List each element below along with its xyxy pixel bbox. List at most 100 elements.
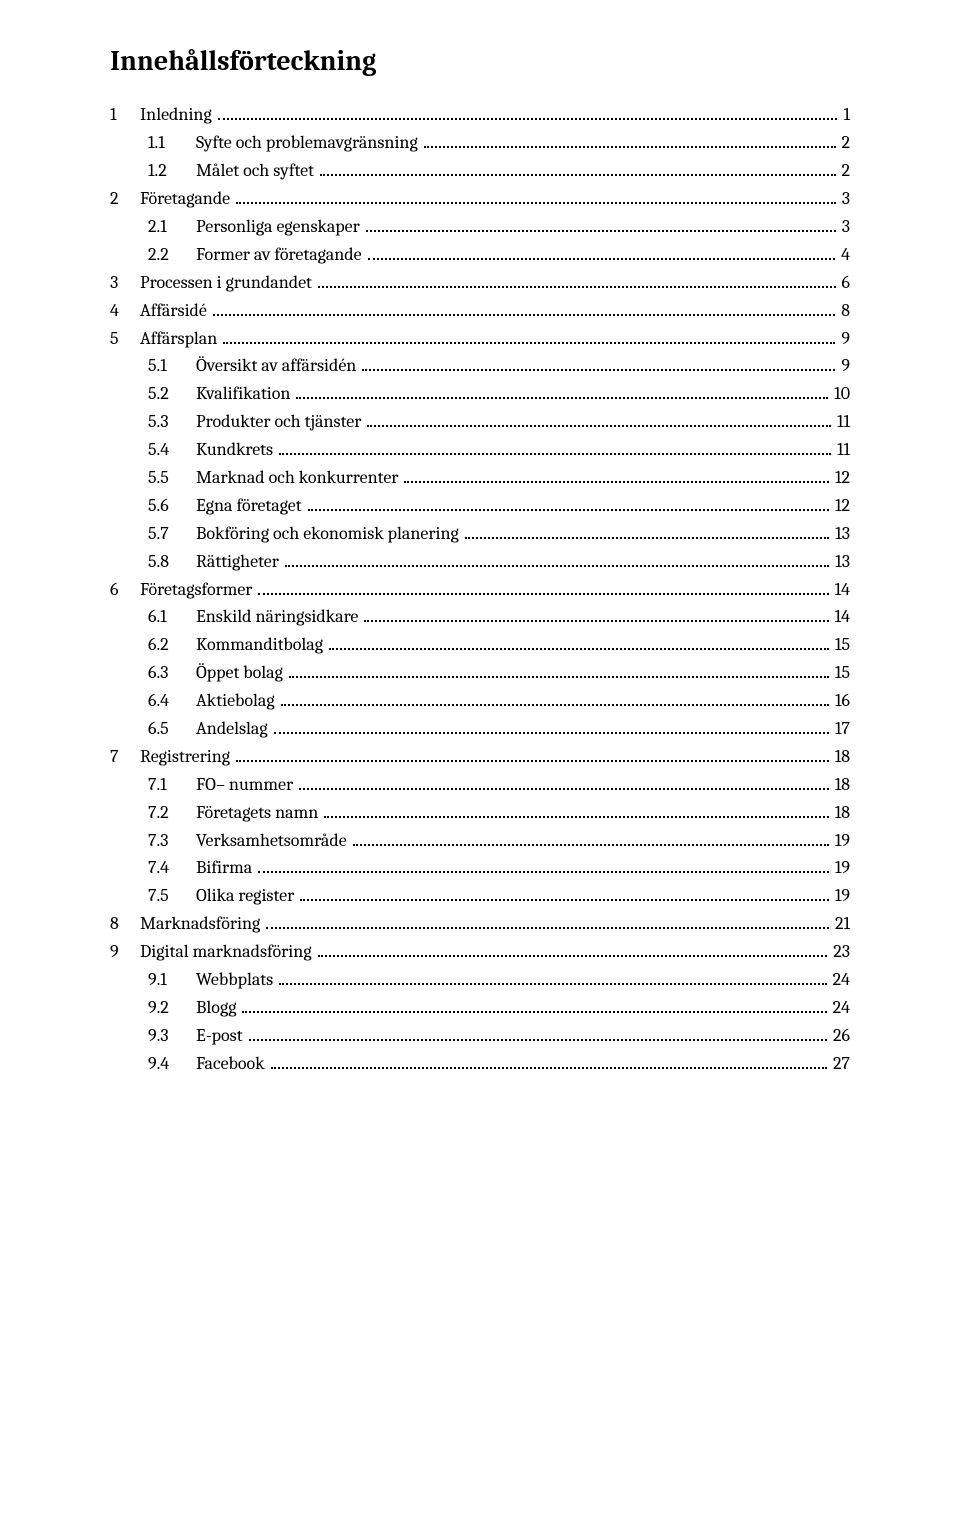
toc-leader-dots [300,889,829,901]
toc-leader-dots [308,499,829,511]
toc-entry: 7.1FO– nummer18 [110,771,850,799]
toc-entry-label: Inledning [136,101,212,129]
toc-entry-number: 9 [110,938,136,966]
toc-entry: 9.4Facebook 27 [110,1050,850,1078]
toc-entry-number: 1 [110,101,136,129]
toc-entry-page: 16 [833,687,850,715]
toc-entry-label: Aktiebolag [192,687,275,715]
toc-entry-page: 14 [833,576,850,604]
toc-entry: 1Inledning1 [110,101,850,129]
toc-leader-dots [353,834,829,846]
toc-entry-page: 1 [841,101,850,129]
toc-entry-number: 5.8 [148,548,192,576]
toc-entry: 7.3Verksamhetsområde19 [110,827,850,855]
toc-entry-number: 5.4 [148,436,192,464]
toc-entry-page: 27 [831,1050,850,1078]
toc-entry-page: 24 [831,994,850,1022]
toc-entry-page: 12 [833,492,850,520]
toc-entry-label: Bifirma [192,854,252,882]
toc-entry: 2.2Former av företagande4 [110,241,850,269]
toc-entry-number: 6.3 [148,659,192,687]
table-of-contents: 1Inledning11.1Syfte och problemavgränsni… [110,101,850,1077]
toc-entry-page: 18 [833,799,850,827]
toc-leader-dots [285,555,829,567]
toc-entry-number: 6.5 [148,715,192,743]
toc-entry-label: Kommanditbolag [192,631,323,659]
toc-entry-label: Digital marknadsföring [136,938,312,966]
toc-entry-page: 13 [833,548,850,576]
toc-entry-number: 5.1 [148,352,192,380]
toc-leader-dots [320,164,836,176]
toc-entry: 2Företagande3 [110,185,850,213]
toc-entry-page: 17 [833,715,850,743]
toc-leader-dots [366,220,836,232]
toc-entry-number: 2 [110,185,136,213]
toc-entry: 6.4Aktiebolag 16 [110,687,850,715]
toc-leader-dots [242,1001,826,1013]
toc-leader-dots [318,945,828,957]
toc-entry-label: Kvalifikation [192,380,290,408]
toc-entry-number: 5.5 [148,464,192,492]
toc-leader-dots [465,527,829,539]
toc-entry: 6.3Öppet bolag15 [110,659,850,687]
toc-entry-number: 1.2 [148,157,192,185]
toc-leader-dots [296,387,828,399]
toc-entry-label: Verksamhetsområde [192,827,347,855]
toc-entry-label: Företagets namn [192,799,318,827]
toc-entry-label: Processen i grundandet [136,269,312,297]
toc-entry-page: 19 [833,854,850,882]
toc-entry-number: 9.3 [148,1022,192,1050]
toc-entry: 9Digital marknadsföring23 [110,938,850,966]
toc-entry: 6Företagsformer14 [110,576,850,604]
toc-entry: 5.6Egna företaget12 [110,492,850,520]
toc-entry-label: Facebook [192,1050,265,1078]
toc-entry-label: FO– nummer [192,771,293,799]
toc-leader-dots [324,806,828,818]
toc-leader-dots [213,304,835,316]
toc-entry-number: 6.4 [148,687,192,715]
toc-entry-page: 4 [839,241,850,269]
toc-entry-page: 26 [831,1022,850,1050]
toc-entry: 5.3Produkter och tjänster11 [110,408,850,436]
toc-leader-dots [223,332,835,344]
toc-leader-dots [279,973,826,985]
toc-entry: 1.2Målet och syftet2 [110,157,850,185]
toc-entry-page: 19 [833,827,850,855]
toc-entry-number: 5.2 [148,380,192,408]
toc-entry-number: 9.2 [148,994,192,1022]
toc-entry: 7Registrering18 [110,743,850,771]
toc-entry: 9.1Webbplats24 [110,966,850,994]
toc-leader-dots [279,443,831,455]
toc-leader-dots [266,917,829,929]
toc-leader-dots [274,722,829,734]
toc-entry-page: 2 [840,129,851,157]
toc-entry-label: Personliga egenskaper [192,213,360,241]
toc-leader-dots [424,136,836,148]
toc-entry-number: 6 [110,576,136,604]
toc-entry-page: 19 [833,882,850,910]
toc-leader-dots [236,750,829,762]
toc-leader-dots [404,471,829,483]
toc-entry-page: 18 [833,743,850,771]
toc-entry: 3Processen i grundandet6 [110,269,850,297]
toc-entry-number: 9.4 [148,1050,192,1078]
toc-entry-number: 4 [110,297,136,325]
toc-entry-number: 6.2 [148,631,192,659]
toc-entry-page: 6 [840,269,850,297]
toc-heading: Innehållsförteckning [110,40,850,83]
toc-entry: 2.1Personliga egenskaper3 [110,213,850,241]
toc-entry: 1.1Syfte och problemavgränsning2 [110,129,850,157]
toc-entry-label: Marknad och konkurrenter [192,464,398,492]
toc-entry-number: 7.5 [148,882,192,910]
toc-entry-page: 9 [839,352,850,380]
toc-entry-number: 5.3 [148,408,192,436]
toc-entry: 5.1Översikt av affärsidén9 [110,352,850,380]
toc-leader-dots [364,611,828,623]
toc-entry: 6.2Kommanditbolag15 [110,631,850,659]
toc-entry-number: 8 [110,910,136,938]
toc-leader-dots [218,109,838,121]
toc-leader-dots [249,1029,827,1041]
toc-entry-label: Egna företaget [192,492,302,520]
toc-entry-label: Affärsidé [136,297,207,325]
toc-entry-page: 13 [833,520,850,548]
